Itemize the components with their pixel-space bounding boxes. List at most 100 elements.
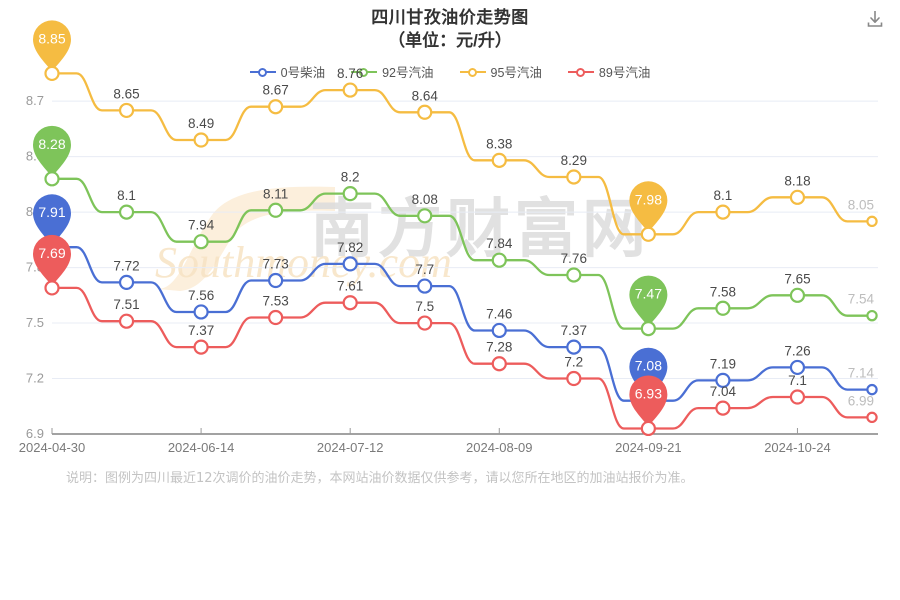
data-point-label: 8.2	[341, 170, 360, 185]
data-point-label: 8.11	[263, 186, 288, 201]
data-point-pin[interactable]: 7.69	[33, 234, 71, 296]
data-point-marker[interactable]	[715, 204, 731, 220]
data-point-label: 7.2	[564, 355, 583, 370]
data-point-marker[interactable]	[193, 339, 209, 355]
y-axis-tick-label: 7.2	[26, 371, 44, 386]
data-point-marker[interactable]	[866, 309, 878, 322]
pin-balloon	[629, 275, 668, 327]
legend-item-2[interactable]: 95号汽油	[459, 62, 542, 81]
page-subtitle: （单位：元/升）	[388, 31, 512, 50]
legend-marker-icon	[249, 66, 276, 78]
data-point-marker[interactable]	[715, 300, 731, 316]
data-point-label: 8.08	[412, 192, 438, 207]
data-point-marker[interactable]	[44, 171, 60, 187]
data-point-label: 8.29	[561, 153, 587, 168]
data-point-label: 8.65	[113, 86, 139, 101]
data-point-marker[interactable]	[640, 321, 656, 337]
x-axis-tick-label: 2024-06-14	[168, 440, 235, 455]
data-point-marker[interactable]	[268, 202, 284, 218]
data-point-marker[interactable]	[566, 339, 582, 355]
data-point-marker[interactable]	[715, 400, 731, 416]
data-point-marker[interactable]	[342, 295, 358, 311]
data-point-label: 7.76	[561, 251, 587, 266]
data-point-marker[interactable]	[715, 372, 731, 388]
data-point-marker[interactable]	[491, 152, 507, 168]
data-point-label: 7.82	[337, 240, 363, 255]
series-line	[50, 177, 874, 330]
data-point-marker[interactable]	[491, 356, 507, 372]
data-point-pin[interactable]: 8.85	[33, 20, 71, 82]
data-point-marker[interactable]	[640, 226, 656, 242]
data-point-marker[interactable]	[566, 169, 582, 185]
data-point-marker[interactable]	[491, 322, 507, 339]
data-point-label: 7.51	[113, 297, 139, 312]
data-point-label: 6.99	[848, 393, 874, 408]
data-point-marker[interactable]	[417, 208, 433, 224]
data-point-marker[interactable]	[193, 132, 209, 148]
data-point-marker[interactable]	[789, 189, 806, 205]
data-point-marker[interactable]	[268, 309, 284, 326]
data-point-marker[interactable]	[866, 215, 878, 228]
data-point-marker[interactable]	[417, 278, 433, 294]
data-point-marker[interactable]	[342, 256, 358, 272]
series-line	[50, 286, 874, 430]
series-line	[50, 72, 874, 236]
data-point-marker[interactable]	[417, 104, 433, 120]
y-axis-tick-label: 8.7	[26, 93, 44, 108]
data-point-marker[interactable]	[866, 383, 878, 396]
data-point-pin[interactable]: 7.98	[629, 181, 668, 242]
y-axis-tick-label: 6.9	[26, 426, 44, 441]
data-point-label: 8.05	[848, 197, 874, 212]
data-point-marker[interactable]	[789, 287, 806, 303]
legend-item-0[interactable]: 0号柴油	[249, 62, 326, 81]
pin-balloon	[33, 20, 71, 72]
data-point-marker[interactable]	[193, 234, 209, 250]
data-point-marker[interactable]	[640, 420, 656, 437]
legend-item-1[interactable]: 92号汽油	[351, 62, 434, 81]
data-point-label: 7.14	[848, 366, 875, 381]
data-point-pin[interactable]: 7.47	[629, 275, 668, 337]
data-point-marker[interactable]	[789, 389, 806, 405]
data-point-marker[interactable]	[268, 272, 284, 289]
data-point-marker[interactable]	[118, 204, 135, 220]
data-point-marker[interactable]	[193, 304, 209, 320]
data-point-marker[interactable]	[118, 102, 135, 119]
legend-label: 95号汽油	[490, 66, 542, 80]
data-point-pin[interactable]: 8.28	[33, 125, 71, 187]
data-point-marker[interactable]	[417, 315, 433, 331]
data-point-label: 7.91	[38, 204, 65, 220]
data-point-marker[interactable]	[491, 252, 507, 268]
data-point-marker[interactable]	[44, 280, 60, 296]
legend-marker-icon	[459, 66, 486, 78]
download-icon[interactable]	[864, 8, 886, 30]
data-point-marker[interactable]	[118, 274, 135, 290]
data-point-marker[interactable]	[866, 411, 878, 424]
data-point-label: 7.72	[113, 258, 139, 273]
series-0号柴油: 7.91 7.72 7.56 7.73 7.82 7.7 7.46 7.37 7.08 7.19 7…	[33, 194, 878, 409]
pin-balloon	[629, 375, 668, 427]
data-point-marker[interactable]	[44, 65, 60, 82]
data-point-marker[interactable]	[268, 99, 284, 115]
data-point-label: 7.53	[262, 294, 288, 309]
data-point-marker[interactable]	[789, 359, 806, 376]
data-point-label: 8.28	[38, 136, 65, 152]
data-point-marker[interactable]	[342, 82, 358, 98]
data-point-label: 8.1	[714, 188, 733, 203]
chart-footnote: 说明：图例为四川最近12次调价的油价走势，本网站油价数据仅供参考，请以您所在地区…	[66, 471, 694, 486]
data-point-label: 7.46	[486, 306, 512, 321]
data-point-label: 7.65	[784, 271, 810, 286]
data-point-marker[interactable]	[566, 370, 582, 387]
data-point-label: 6.93	[635, 385, 662, 401]
data-point-label: 7.98	[635, 191, 662, 207]
data-point-marker[interactable]	[566, 267, 582, 283]
data-point-marker[interactable]	[118, 313, 135, 329]
series-line	[50, 246, 874, 402]
data-point-marker[interactable]	[342, 186, 358, 202]
data-point-pin[interactable]: 6.93	[629, 375, 668, 437]
legend-label: 0号柴油	[280, 66, 326, 80]
pin-balloon	[629, 181, 668, 233]
legend-label: 89号汽油	[598, 66, 651, 80]
data-point-label: 7.56	[188, 288, 214, 303]
legend-item-3[interactable]: 89号汽油	[567, 62, 651, 81]
